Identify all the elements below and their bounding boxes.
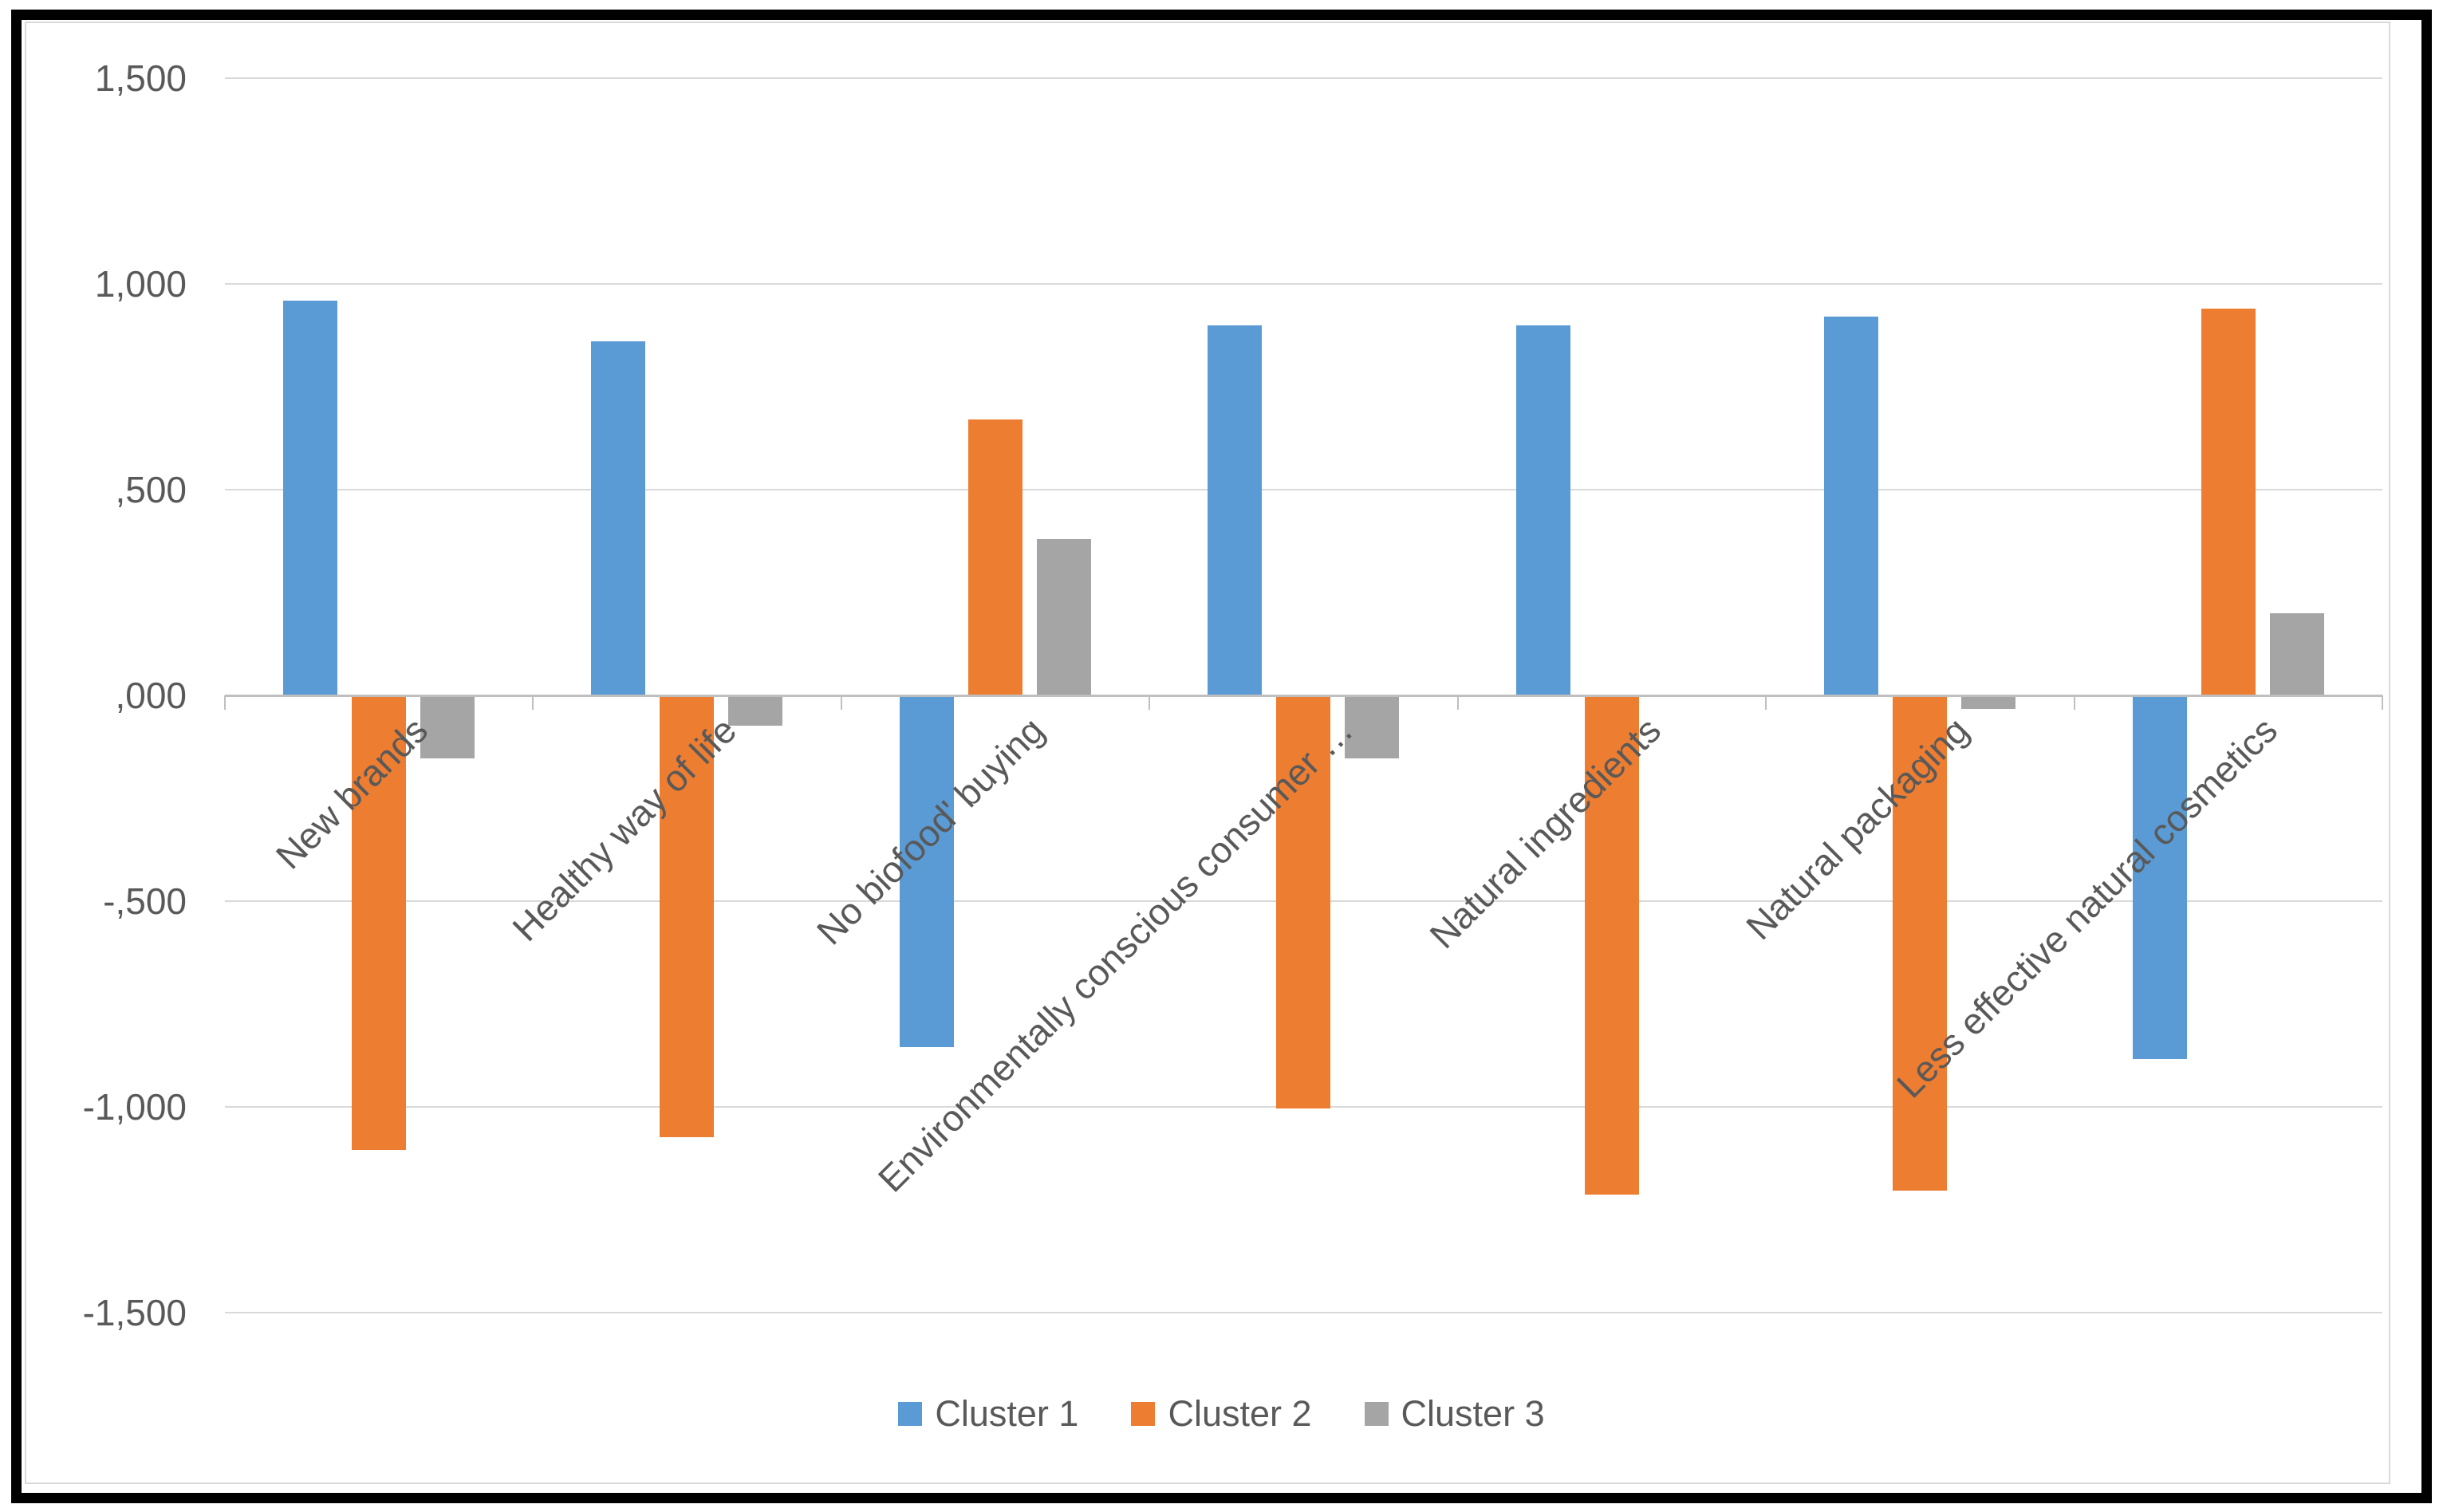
figure-border-frame [11,10,2432,1503]
y-axis-label-,500: ,500 [115,469,187,510]
legend-swatch-cluster-3 [1364,1401,1389,1426]
bar-cluster-3-healthy-way-of-life [728,697,783,726]
legend-label-cluster-3: Cluster 3 [1401,1393,1545,1434]
bar-cluster-2-less-effective-natural-cosmetics [2201,308,2256,695]
axis-tick-mark [1765,695,1767,710]
axis-tick-mark [2073,695,2075,710]
gridline-,500 [225,489,2382,490]
bar-cluster-3-new-brands [420,697,475,759]
axis-tick-mark [1456,695,1459,710]
bar-cluster-2-no-biofood-buying [967,419,1023,695]
y-axis-label-1,500: 1,500 [94,57,187,99]
y-axis-label--1,500: -1,500 [82,1292,187,1333]
bar-cluster-3-natural-packaging [1961,697,2016,710]
category-label-natural-packaging: Natural packaging [1738,709,1977,948]
bar-cluster-2-healthy-way-of-life [660,697,715,1138]
axis-tick-mark [224,695,226,710]
legend-item-cluster-3: Cluster 3 [1364,1393,1545,1434]
bar-cluster-1-natural-packaging [1824,317,1879,695]
category-axis-line [225,695,2382,697]
bar-cluster-1-no-biofood-buying [899,697,954,1047]
category-label-less-effective-natural-cosmetics: Less effective natural cosmetics [1888,709,2285,1106]
bar-cluster-1-healthy-way-of-life [591,341,646,695]
bar-cluster-2-natural-ingredients [1584,697,1639,1195]
bar-cluster-2-environmentally-conscious-consumer [1276,697,1331,1108]
bar-cluster-2-natural-packaging [1893,697,1948,1191]
bar-cluster-3-no-biofood-buying [1036,538,1091,695]
axis-tick-mark [1149,695,1151,710]
y-axis-label--,500: -,500 [103,880,187,922]
axis-tick-mark [840,695,842,710]
legend-item-cluster-1: Cluster 1 [898,1396,1078,1431]
legend-label-cluster-1: Cluster 1 [935,1393,1079,1434]
y-axis-label-,000: ,000 [115,675,187,716]
bar-cluster-3-less-effective-natural-cosmetics [2269,612,2324,695]
y-axis-label-1,000: 1,000 [94,263,187,305]
bar-cluster-1-natural-ingredients [1515,325,1570,695]
bar-cluster-1-new-brands [283,300,337,695]
category-label-natural-ingredients: Natural ingredients [1421,709,1669,957]
legend-label-cluster-2: Cluster 2 [1168,1393,1312,1434]
axis-tick-mark [532,695,534,710]
category-label-no-biofood-buying: No biofood' buying [808,709,1053,953]
bar-cluster-1-environmentally-conscious-consumer [1208,325,1263,695]
bar-cluster-3-environmentally-conscious-consumer [1345,697,1400,759]
gridline--1,500 [225,1312,2382,1313]
axis-tick-mark [2382,695,2383,710]
gridline-1,000 [225,283,2382,285]
chart-area: 1,500 1,000,500,000 -,500 -1,000 -1,500 New b… [25,22,2390,1484]
gridline-1,500 [225,77,2382,79]
bar-cluster-1-less-effective-natural-cosmetics [2132,697,2187,1060]
y-axis-label--1,000: -1,000 [82,1086,187,1128]
legend-swatch-cluster-2 [1131,1401,1156,1426]
legend-item-cluster-2: Cluster 2 [1131,1393,1312,1434]
legend: Cluster 1 Cluster 2 Cluster 3 [0,1396,2443,1431]
bar-cluster-2-new-brands [352,697,406,1150]
category-label-environmentally-conscious-consumer: Environmentally conscious consumer … [869,709,1361,1200]
legend-swatch-cluster-1 [898,1401,923,1426]
